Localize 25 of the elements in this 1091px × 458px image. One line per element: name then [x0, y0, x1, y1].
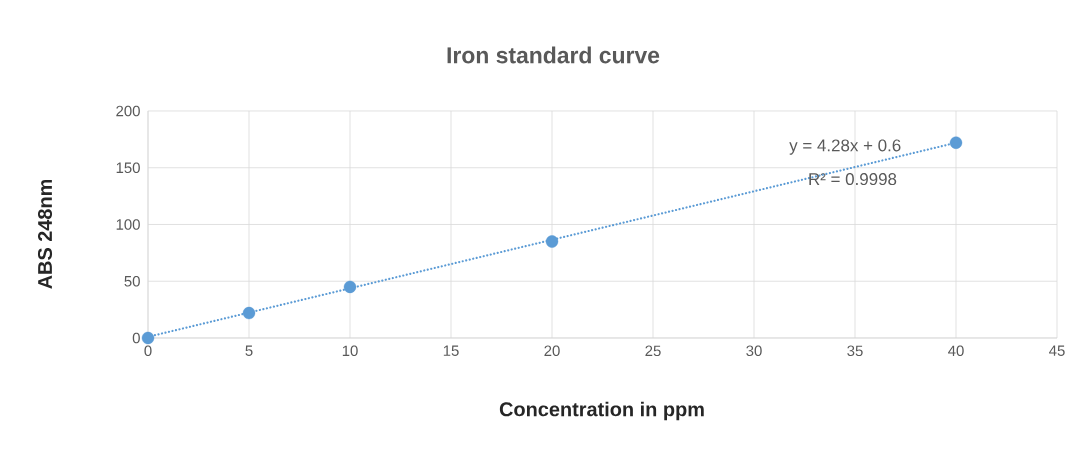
x-tick-label: 10 [342, 345, 358, 357]
x-tick-label: 40 [948, 345, 964, 357]
annotation: R² = 0.9998 [809, 173, 897, 186]
x-tick-label: 5 [245, 345, 253, 356]
y-tick-label: 0 [132, 332, 140, 344]
x-tick-label: 25 [645, 345, 661, 357]
y-tick-label: 50 [124, 275, 140, 287]
annotation: y = 4.28x + 0.6 [789, 139, 901, 155]
point [949, 136, 963, 149]
y-tick-label: 100 [116, 219, 140, 230]
x-tick-label: 30 [746, 345, 762, 357]
y-axis-title: ABS 248nm [37, 179, 53, 289]
point [141, 331, 155, 345]
y-tick-label: 200 [116, 105, 140, 117]
x-tick-label: 35 [847, 345, 863, 357]
x-tick-label: 0 [144, 345, 152, 357]
point [545, 235, 559, 248]
x-axis-title: Concentration in ppm [499, 401, 704, 421]
x-tick-label: 20 [544, 345, 560, 357]
x-tick-label: 45 [1049, 345, 1065, 356]
x-tick-label: 15 [443, 345, 459, 356]
point [242, 306, 256, 320]
point [343, 280, 357, 294]
chart-title: Iron standard curve [447, 46, 660, 64]
y-tick-label: 150 [116, 162, 140, 174]
